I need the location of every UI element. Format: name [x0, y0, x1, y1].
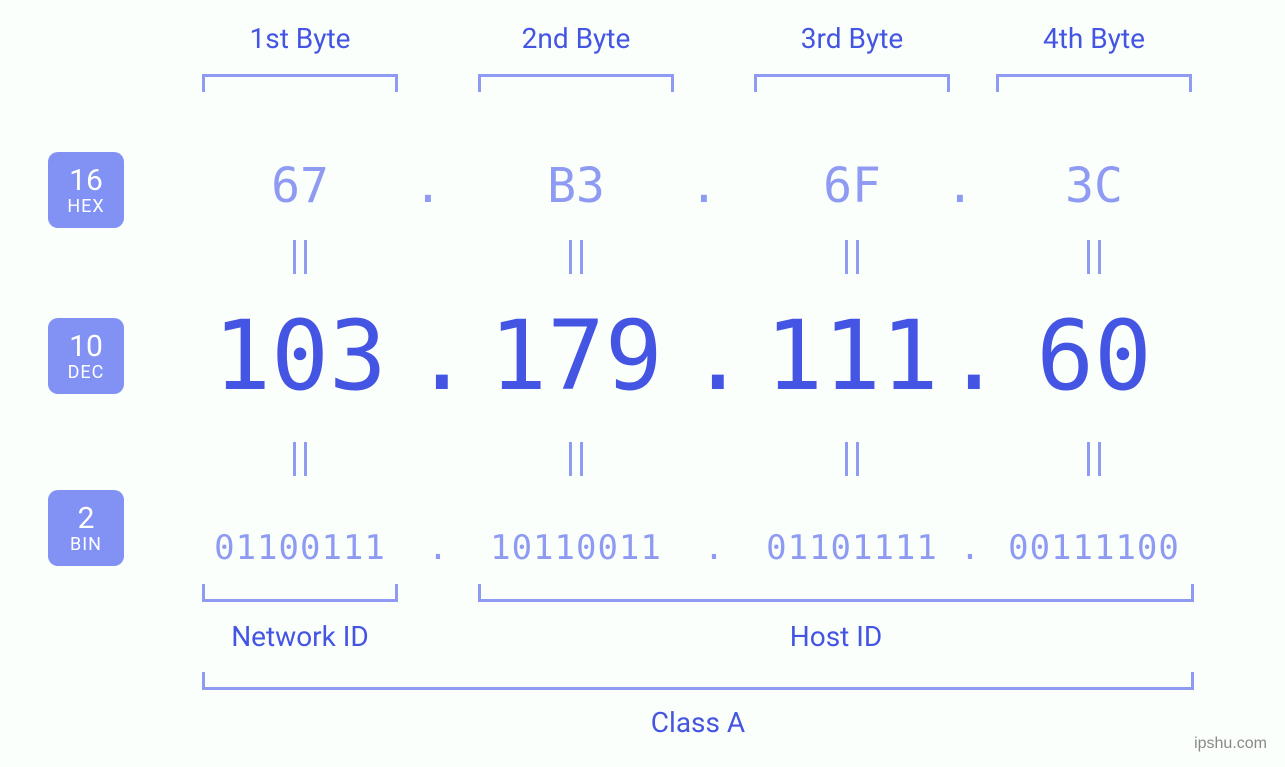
hex-byte-3: 6F: [752, 158, 952, 214]
badge-dec: 10 DEC: [48, 318, 124, 394]
host-id-label: Host ID: [478, 620, 1194, 653]
hex-dot-2: .: [689, 158, 719, 214]
network-id-label: Network ID: [200, 620, 400, 653]
dec-byte-4: 60: [994, 300, 1194, 412]
byte-label-2: 2nd Byte: [476, 22, 676, 55]
eq-icon: [293, 442, 307, 476]
eq-icon: [1087, 442, 1101, 476]
eq-icon: [1087, 240, 1101, 274]
hex-byte-4: 3C: [994, 158, 1194, 214]
badge-dec-txt: DEC: [68, 363, 105, 383]
bin-byte-3: 01101111: [737, 528, 967, 568]
dec-byte-3: 111: [752, 300, 952, 412]
bracket-byte-3: [754, 74, 950, 92]
bin-byte-2: 10110011: [461, 528, 691, 568]
hex-dot-3: .: [945, 158, 975, 214]
badge-bin-num: 2: [78, 502, 95, 535]
ip-diagram: 16 HEX 10 DEC 2 BIN 1st Byte 2nd Byte 3r…: [0, 0, 1285, 767]
bracket-byte-2: [478, 74, 674, 92]
watermark: ipshu.com: [1194, 735, 1267, 753]
dec-dot-2: .: [689, 300, 719, 412]
bracket-host: [478, 584, 1194, 602]
eq-icon: [293, 240, 307, 274]
hex-byte-2: B3: [476, 158, 676, 214]
bin-byte-4: 00111100: [979, 528, 1209, 568]
bin-dot-2: .: [699, 528, 729, 568]
badge-dec-num: 10: [69, 330, 103, 363]
class-label: Class A: [202, 706, 1194, 739]
badge-hex-num: 16: [69, 164, 103, 197]
byte-label-1: 1st Byte: [200, 22, 400, 55]
dec-dot-3: .: [945, 300, 975, 412]
eq-icon: [845, 442, 859, 476]
eq-icon: [569, 240, 583, 274]
bracket-byte-4: [996, 74, 1192, 92]
badge-hex: 16 HEX: [48, 152, 124, 228]
bracket-network: [202, 584, 398, 602]
eq-icon: [845, 240, 859, 274]
dec-dot-1: .: [413, 300, 443, 412]
badge-bin: 2 BIN: [48, 490, 124, 566]
dec-byte-1: 103: [200, 300, 400, 412]
bracket-class: [202, 672, 1194, 690]
byte-label-4: 4th Byte: [994, 22, 1194, 55]
eq-icon: [569, 442, 583, 476]
badge-hex-txt: HEX: [67, 197, 104, 217]
bin-byte-1: 01100111: [185, 528, 415, 568]
byte-label-3: 3rd Byte: [752, 22, 952, 55]
bracket-byte-1: [202, 74, 398, 92]
dec-byte-2: 179: [476, 300, 676, 412]
bin-dot-1: .: [423, 528, 453, 568]
hex-dot-1: .: [413, 158, 443, 214]
hex-byte-1: 67: [200, 158, 400, 214]
badge-bin-txt: BIN: [70, 535, 102, 555]
